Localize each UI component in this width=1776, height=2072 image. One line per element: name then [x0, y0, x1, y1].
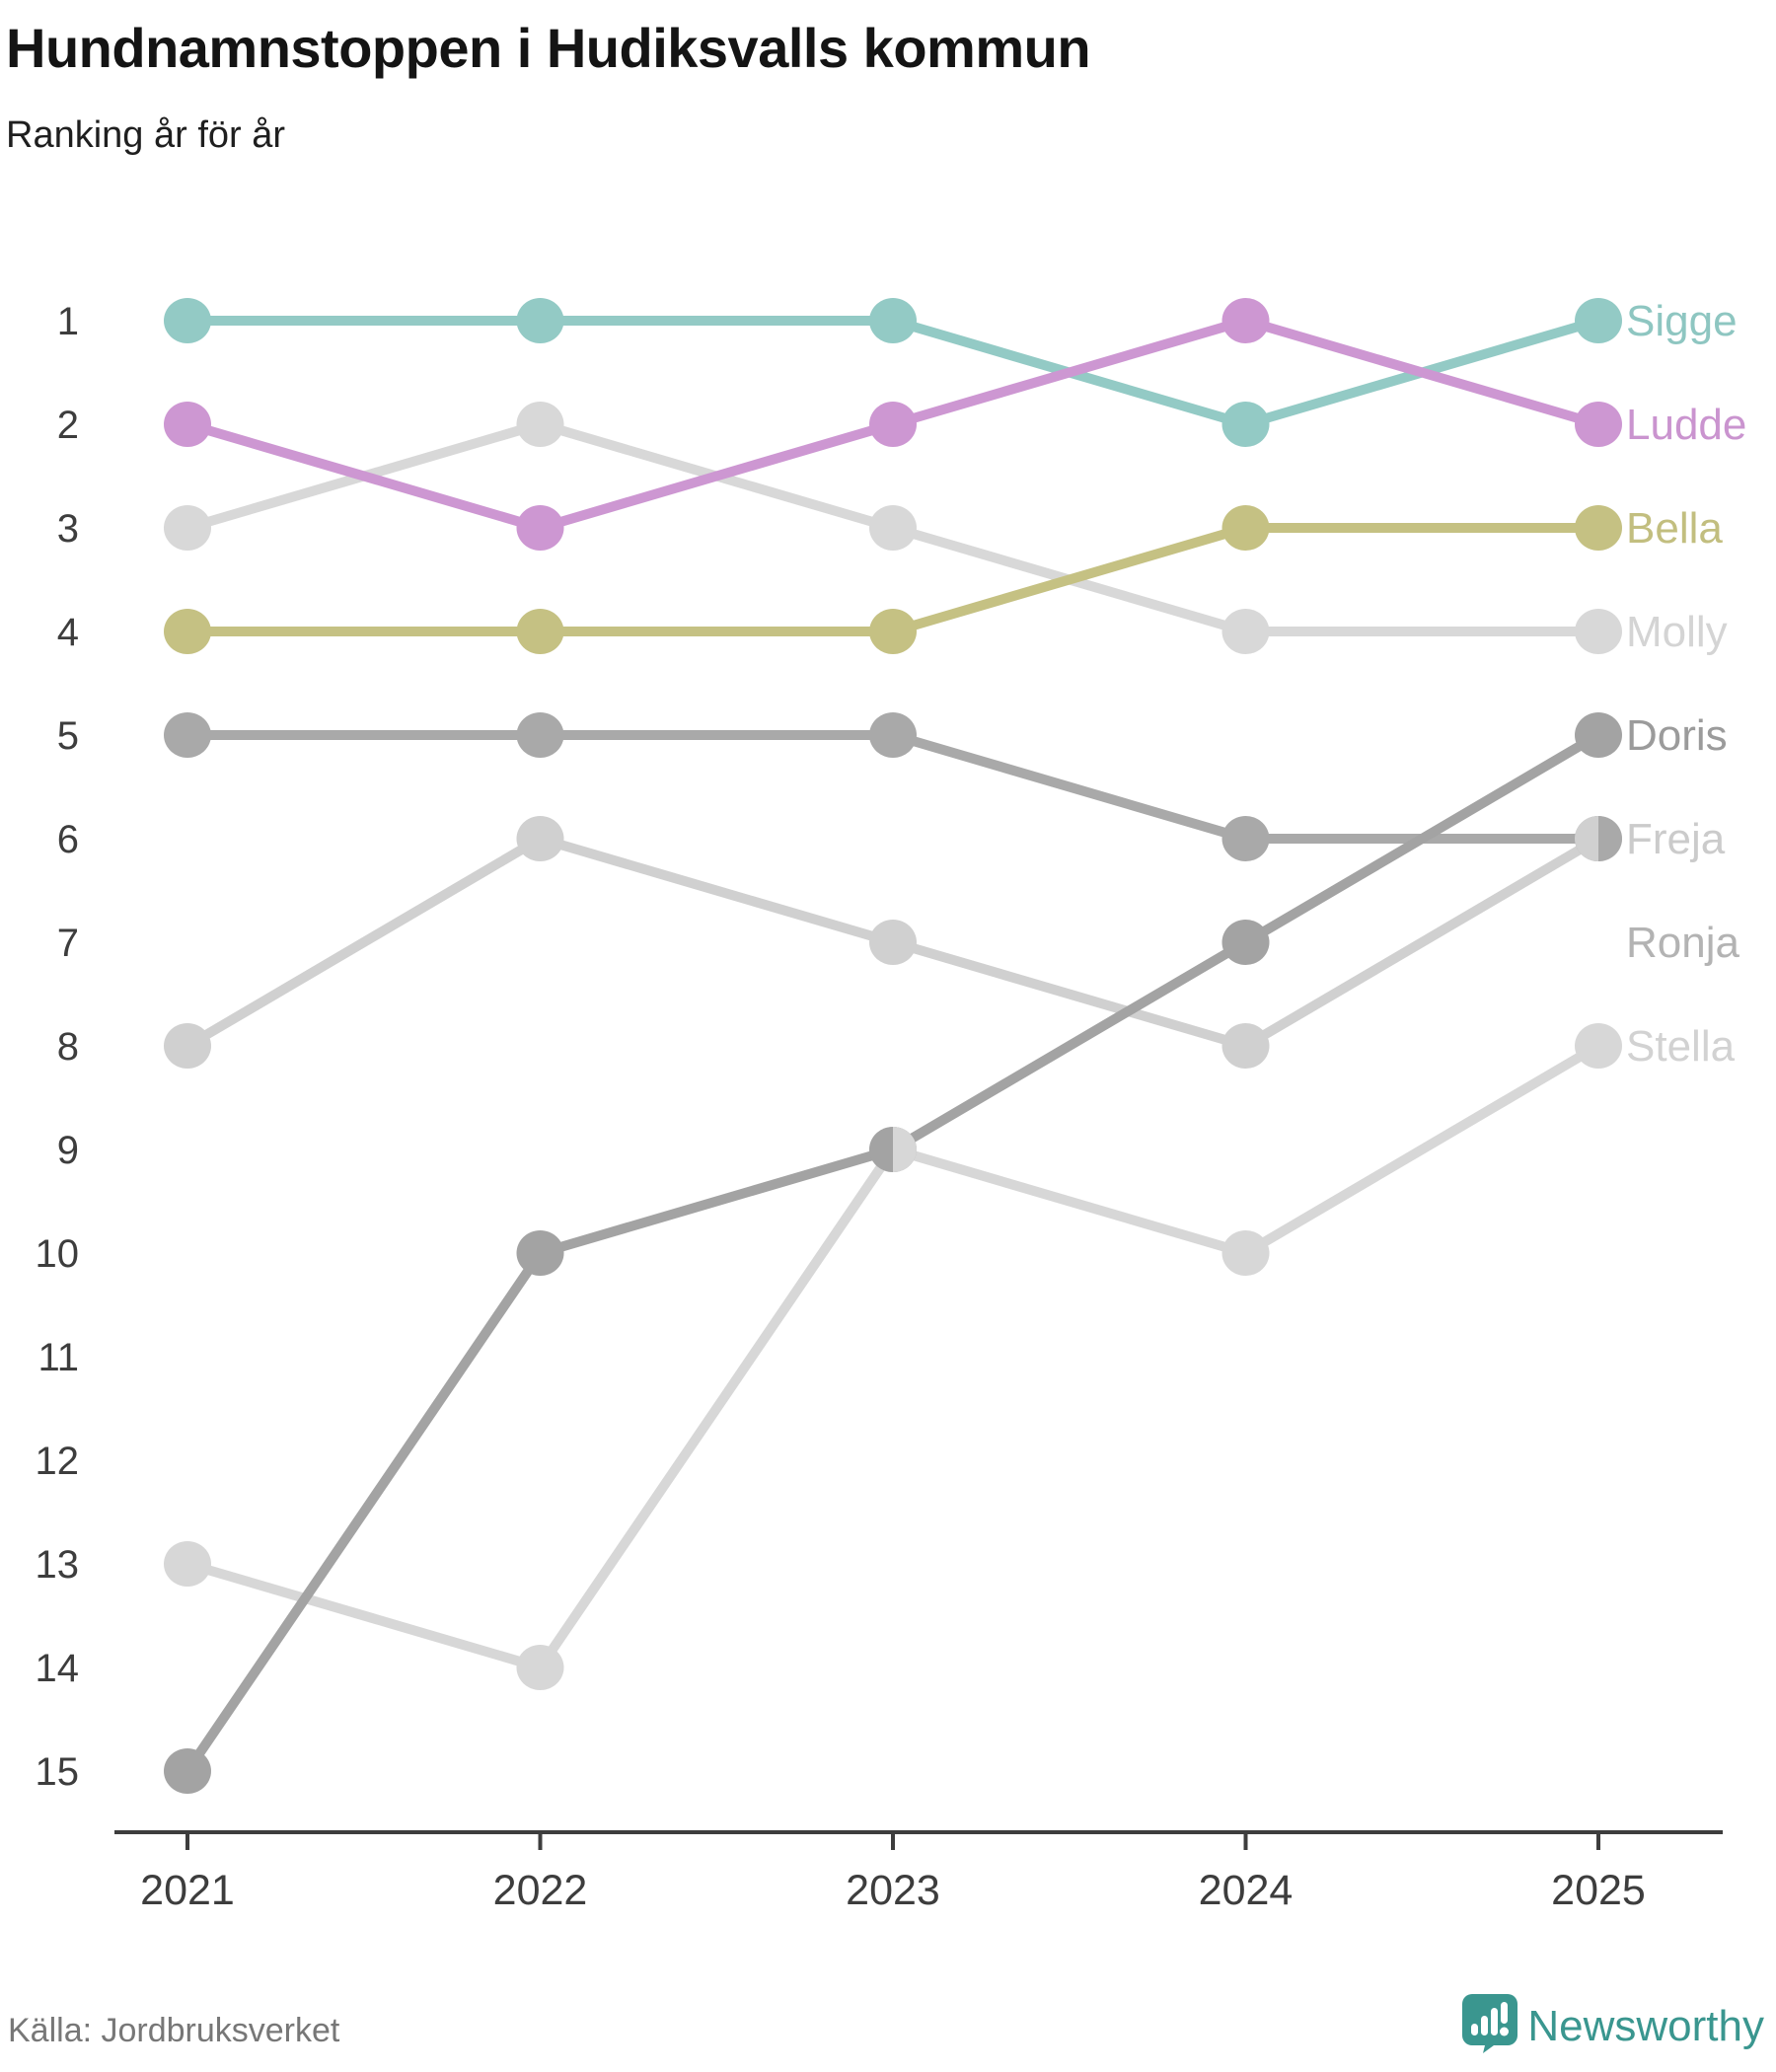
series-marker-ludde [1575, 402, 1622, 447]
series-marker-stella [516, 1645, 564, 1690]
series-marker-ludde [516, 505, 564, 551]
series-marker-doris [516, 1230, 564, 1276]
series-marker-bella [869, 609, 917, 654]
series-name-label-freja: Freja [1626, 815, 1726, 863]
series-marker-ronja [869, 712, 917, 758]
series-marker-sigge [1575, 298, 1622, 343]
x-axis-year-label: 2025 [1551, 1867, 1646, 1914]
series-marker-sigge [1221, 402, 1270, 447]
series-marker-bella [1575, 505, 1622, 551]
newsworthy-logo-icon [1462, 1994, 1518, 2058]
series-marker-doris [164, 1748, 211, 1794]
rank-axis-label: 9 [57, 1129, 79, 1172]
x-axis-year-label: 2022 [493, 1867, 588, 1914]
rank-axis-label: 5 [57, 714, 79, 758]
series-marker-bella [516, 609, 564, 654]
series-marker-molly [1575, 609, 1622, 654]
series-marker-ludde [164, 402, 211, 447]
series-marker-freja [164, 1023, 211, 1069]
rank-axis-label: 6 [57, 818, 79, 861]
rank-axis-label: 10 [36, 1232, 80, 1276]
series-marker-molly [516, 402, 564, 447]
rank-axis-label: 4 [57, 611, 79, 654]
tie-half-marker-stella [893, 1127, 917, 1172]
series-name-label-sigge: Sigge [1626, 297, 1738, 345]
rank-axis-label: 11 [37, 1336, 79, 1379]
brand-name: Newsworthy [1527, 2001, 1764, 2050]
rank-axis-label: 13 [36, 1543, 80, 1587]
brand-lockup: Newsworthy [1462, 1994, 1764, 2058]
rank-axis-label: 3 [57, 507, 79, 551]
series-marker-sigge [164, 298, 211, 343]
x-axis-year-label: 2023 [846, 1867, 940, 1914]
series-marker-ronja [1221, 816, 1270, 861]
series-name-label-molly: Molly [1626, 608, 1728, 656]
series-marker-ludde [1221, 298, 1270, 343]
page-subtitle: Ranking år för år [6, 114, 286, 156]
rank-axis-label: 15 [36, 1750, 80, 1794]
series-marker-ronja [516, 712, 564, 758]
series-marker-ludde [869, 402, 917, 447]
series-marker-molly [1221, 609, 1270, 654]
source-note: Källa: Jordbruksverket [8, 2012, 340, 2049]
series-name-label-bella: Bella [1626, 504, 1723, 553]
rank-axis-label: 7 [57, 922, 79, 965]
series-line-doris [183, 730, 1601, 1774]
x-axis-year-label: 2024 [1199, 1867, 1294, 1914]
rank-axis-label: 1 [57, 300, 79, 343]
series-marker-sigge [516, 298, 564, 343]
series-marker-doris [1221, 920, 1270, 965]
rank-axis-label: 12 [36, 1440, 80, 1483]
rank-axis-label: 14 [36, 1647, 80, 1690]
series-name-label-ronja: Ronja [1626, 919, 1739, 967]
series-marker-freja [869, 920, 917, 965]
tie-half-marker-freja [1575, 816, 1598, 861]
series-marker-bella [164, 609, 211, 654]
series-name-label-stella: Stella [1626, 1022, 1736, 1071]
series-marker-stella [1575, 1023, 1622, 1069]
series-marker-freja [1221, 1023, 1270, 1069]
series-marker-bella [1221, 505, 1270, 551]
x-axis-year-label: 2021 [140, 1867, 235, 1914]
series-marker-ronja [164, 712, 211, 758]
series-marker-doris [1575, 712, 1622, 758]
series-marker-freja [516, 816, 564, 861]
page-title: Hundnamnstoppen i Hudiksvalls kommun [6, 17, 1091, 79]
series-name-label-doris: Doris [1626, 711, 1728, 760]
series-marker-molly [164, 505, 211, 551]
rank-axis-label: 8 [57, 1025, 79, 1069]
series-marker-stella [164, 1541, 211, 1587]
series-marker-sigge [869, 298, 917, 343]
series-marker-molly [869, 505, 917, 551]
rank-axis-label: 2 [57, 404, 79, 447]
series-marker-stella [1221, 1230, 1270, 1276]
series-name-label-ludde: Ludde [1626, 401, 1746, 449]
logo-bubble-shape [1462, 1994, 1518, 2053]
